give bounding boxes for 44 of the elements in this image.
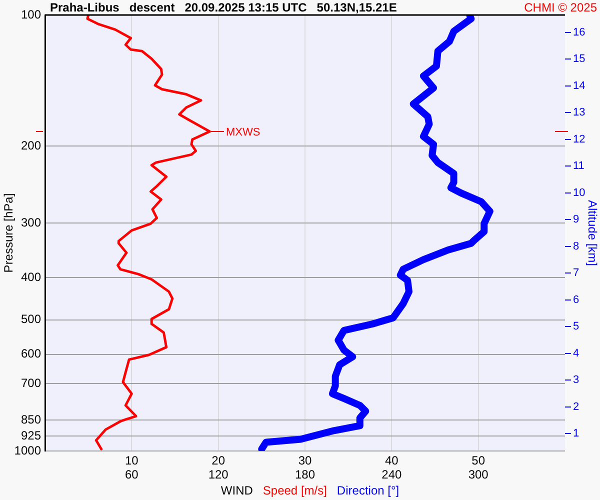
- y-axis-title: Pressure [hPa]: [1, 193, 16, 273]
- y2-tick-label: 14: [573, 80, 586, 92]
- x2-tick-label: 120: [208, 468, 229, 482]
- y2-tick-label: 16: [573, 26, 586, 38]
- y2-tick-label: 9: [573, 214, 580, 226]
- annotation: MXWS: [226, 126, 260, 139]
- y2-tick-label: 12: [573, 133, 586, 146]
- y2-axis-title: Altitude [km]: [586, 200, 600, 266]
- y2-tick-label: 11: [573, 160, 584, 172]
- y-tick-label: 300: [20, 215, 42, 230]
- y-tick-label: 200: [20, 138, 42, 153]
- x2-tick-label: 300: [468, 468, 489, 482]
- y2-tick-label: 4: [573, 347, 580, 360]
- y-tick-label: 925: [20, 428, 42, 443]
- y-tick-label: 850: [20, 412, 42, 427]
- x-tick-label: 50: [472, 454, 486, 468]
- y-tick-label: 100: [20, 7, 42, 22]
- x-tick-label: 10: [124, 454, 139, 468]
- y-tick-label: 1000: [14, 443, 42, 458]
- text: CHMI © 2025: [524, 0, 598, 14]
- y2-tick-label: 10: [573, 186, 586, 199]
- y2-tick-label: 3: [573, 374, 580, 386]
- y-tick-label: 600: [20, 346, 42, 361]
- y-tick-label: 500: [20, 312, 42, 326]
- y2-tick-label: 5: [573, 320, 580, 333]
- x2-tick-label: 240: [382, 468, 402, 482]
- y-tick-label: 400: [20, 270, 42, 284]
- y2-tick-label: 8: [573, 240, 580, 252]
- x2-tick-label: 180: [294, 468, 316, 482]
- y2-tick-label: 2: [573, 400, 580, 413]
- x2-tick-label: 60: [124, 468, 139, 482]
- text: Direction [°]: [336, 483, 400, 498]
- y2-tick-label: 1: [573, 428, 580, 440]
- x-tick-label: 30: [298, 454, 312, 468]
- y2-tick-label: 7: [573, 267, 580, 280]
- chart-title: Praha-Libus descent 20.09.2025 13:15 UTC 50.13N,15.21E: [50, 0, 397, 14]
- text: Speed [m/s]: [262, 483, 327, 498]
- x-tick-label: 40: [384, 454, 399, 468]
- y2-tick-label: 6: [573, 294, 580, 306]
- x-tick-label: 20: [212, 454, 226, 468]
- y2-tick-label: 15: [573, 53, 586, 66]
- y-tick-label: 700: [20, 376, 42, 390]
- y2-tick-label: 13: [573, 106, 586, 119]
- x-axis-title: WIND: [220, 483, 254, 498]
